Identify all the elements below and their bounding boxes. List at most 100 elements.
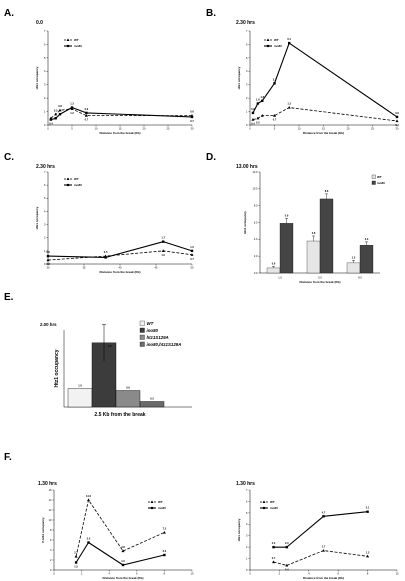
chart-d-y-axis-title: Htz1 occupancy <box>243 211 247 234</box>
chart-a-data-label: 0.7 <box>85 118 89 122</box>
chart-f2-data-label: 0.7 <box>272 556 276 560</box>
chart-b-y-tick-label: 6 <box>246 42 248 46</box>
chart-b-data-label: 6.1 <box>287 37 291 41</box>
chart-f2-data-label: 5.1 <box>366 506 370 510</box>
chart-b-ino80-point <box>256 102 260 105</box>
chart-a-legend-marker <box>66 44 70 48</box>
chart-a-wt-point <box>84 114 88 117</box>
chart-c-y-tick-label: 3 <box>44 222 46 226</box>
chart-e-title: 2.00 hrs <box>40 322 57 327</box>
chart-c-ino80-point <box>104 256 107 259</box>
chart-c-legend-marker <box>66 177 70 180</box>
chart-a-data-label: 0.4 <box>49 122 53 126</box>
chart-c-data-label: 0.3 <box>46 262 50 266</box>
chart-d-data-label: 8.8 <box>325 189 329 193</box>
chart-c-title: 2.30 hrs <box>36 164 55 170</box>
chart-f2-data-label: 1.2 <box>366 550 370 554</box>
chart-f1-data-label: 5.5 <box>87 537 91 541</box>
chart-d-data-label: 5.9 <box>285 213 289 217</box>
chart-f1-x-tick-label: 0 <box>53 572 55 576</box>
chart-e-data-label: 0.9 <box>126 386 130 390</box>
chart-e-bar-0 <box>67 388 93 408</box>
chart-c-wt-point <box>190 253 194 256</box>
panel-label-b: B. <box>206 8 216 19</box>
chart-b-y-tick-label: 2 <box>246 96 248 100</box>
chart-c-y-tick-label: 1 <box>44 249 46 253</box>
chart-c-data-label: 1.0 <box>161 253 165 257</box>
chart-a-x-tick-label: 5 <box>71 127 73 131</box>
chart-e-data-label: 3.5 <box>108 344 112 348</box>
chart-d-x-axis-title: Distance from the break (Kb) <box>299 280 340 284</box>
chart-f2-data-label: 0.4 <box>285 567 289 571</box>
chart-b-ino80-point <box>273 82 276 85</box>
chart-b-x-tick-label: 0 <box>249 127 251 131</box>
chart-b-data-label: 3.1 <box>273 77 277 81</box>
chart-c-data-label: 0.6 <box>46 250 50 254</box>
chart-c-x-tick-label: 35 <box>83 266 86 270</box>
chart-c-series-ino80-line <box>47 241 193 258</box>
chart-f1-ino80-point <box>87 541 90 544</box>
chart-a-wt-point <box>54 112 58 116</box>
chart-b-data-label: 1.3 <box>287 102 291 106</box>
chart-c-x-axis-title: Distance from the break (Kb) <box>99 270 140 274</box>
chart-c-ino80-point <box>162 240 165 243</box>
chart-f1-legend-label: ino80 <box>158 506 166 510</box>
chart-a-data-label: 0.7 <box>190 119 194 123</box>
chart-a-occupancy-0h: 0.0 0 1 2 3 4 5 6 7 0 5 10 15 20 25 30 Distance from the… <box>35 20 194 135</box>
chart-b-wt-point <box>256 116 260 120</box>
chart-f2-y-tick-label: 1 <box>246 556 248 560</box>
chart-d-y-tick-label: 2.0 <box>254 254 258 258</box>
chart-d-bar-wt <box>266 267 281 274</box>
chart-b-wt-point <box>395 119 399 123</box>
chart-b-data-label: 0.9 <box>251 107 255 111</box>
chart-c-ino80-point <box>190 249 194 253</box>
chart-e-data-label: 1.0 <box>78 384 82 388</box>
chart-c-legend-label: WT <box>74 177 79 181</box>
chart-d-data-label: 3.8 <box>312 231 316 235</box>
chart-f2-x-tick-label: 0 <box>249 572 251 576</box>
chart-f1-ino80-point <box>74 561 78 564</box>
chart-d-legend-swatch <box>371 180 376 185</box>
chart-c-x-tick-label: 30 <box>47 266 50 270</box>
chart-c-y-tick-label: 0 <box>44 262 46 266</box>
chart-d-y-tick-label: 0.0 <box>254 271 258 275</box>
chart-f1-y-tick-label: 10 <box>49 518 52 522</box>
chart-f2-x-tick-label: 10 <box>396 572 399 576</box>
chart-f1-y-tick-label: 2 <box>50 558 52 562</box>
chart-a-x-tick-label: 25 <box>167 127 170 131</box>
chart-d-bar-wt <box>306 240 321 274</box>
chart-f1-x-tick-label: 4 <box>108 572 110 576</box>
chart-a-y-axis-title: Htz1 occupancy <box>35 66 39 89</box>
chart-c-data-label: 1.7 <box>161 236 165 240</box>
chart-f2-y-tick-label: 0 <box>246 568 248 572</box>
chart-b-data-label: 0.3 <box>395 123 399 127</box>
chart-f1-wt-point <box>74 554 78 558</box>
chart-e-legend-label: htz1S129A <box>147 335 169 340</box>
chart-b-data-label: 0.5 <box>256 120 260 124</box>
chart-a-data-label: 0.5 <box>54 108 58 112</box>
chart-c-legend-label: ino80 <box>74 183 82 187</box>
chart-b-legend-label: WT <box>274 38 279 42</box>
chart-b-series-ino80-line <box>252 42 398 118</box>
panel-label-c: C. <box>4 152 14 163</box>
chart-b-y-tick-label: 0 <box>246 123 248 127</box>
chart-f2-y-tick-label: 7 <box>246 488 248 492</box>
chart-a-ino80-point <box>190 115 194 119</box>
chart-f1-data-label: 14.0 <box>86 494 92 498</box>
chart-e-legend-swatch <box>139 327 145 333</box>
chart-f1-wt-point <box>162 530 166 534</box>
chart-f2-ino80-point <box>322 515 325 518</box>
chart-a-wt-point <box>58 108 62 112</box>
chart-f1-ino80-point <box>121 563 125 567</box>
chart-c-y-axis-title: Htz1 occupancy <box>35 206 39 229</box>
chart-f2-wt-point <box>366 554 370 558</box>
chart-d-data-label: 1.2 <box>352 255 356 259</box>
chart-e-legend-swatch <box>139 341 145 347</box>
chart-b-y-tick-label: 4 <box>246 69 248 73</box>
chart-a-x-tick-label: 15 <box>119 127 122 131</box>
chart-a-y-tick-label: 3 <box>44 83 46 87</box>
chart-a-x-tick-label: 30 <box>191 127 194 131</box>
chart-f1-ph2a-1h30: 1.30 hrs 0 2 4 6 8 10 12 14 16 0 2 4 6 8 10 Distance fro… <box>38 481 194 580</box>
chart-f1-x-tick-label: 6 <box>136 572 138 576</box>
